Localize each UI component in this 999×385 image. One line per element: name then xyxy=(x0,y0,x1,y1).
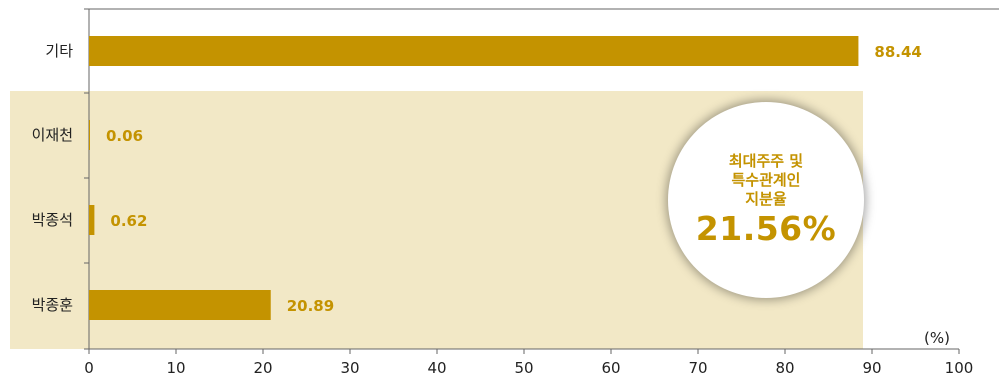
x-tick-label: 100 xyxy=(945,359,974,377)
value-label: 0.06 xyxy=(106,127,143,145)
x-tick-labels: 0 10 20 30 40 50 60 70 80 90 100 xyxy=(84,359,973,377)
callout-line-2: 특수관계인 xyxy=(731,170,801,189)
x-tick-label: 10 xyxy=(166,359,185,377)
x-tick-label: 30 xyxy=(340,359,359,377)
x-tick-label: 20 xyxy=(253,359,272,377)
category-label: 박종훈 xyxy=(32,296,73,314)
callout-line-3: 지분율 xyxy=(745,189,787,208)
callout-value: 21.56% xyxy=(695,208,837,248)
category-label: 이재천 xyxy=(32,126,73,144)
x-tick-label: 90 xyxy=(862,359,881,377)
y-axis-ticks xyxy=(84,8,89,350)
bar-4 xyxy=(89,290,271,320)
bars-group xyxy=(89,36,859,320)
bar-1 xyxy=(89,36,859,66)
bar-2 xyxy=(89,120,90,150)
x-tick-label: 0 xyxy=(84,359,94,377)
x-tick-label: 70 xyxy=(688,359,707,377)
x-tick-label: 50 xyxy=(514,359,533,377)
category-label: 박종석 xyxy=(32,211,73,229)
x-tick-label: 80 xyxy=(775,359,794,377)
unit-label: (%) xyxy=(924,329,950,347)
shareholding-callout: 최대주주 및 특수관계인 지분율 21.56% xyxy=(668,102,864,298)
x-axis-ticks xyxy=(88,349,960,354)
value-label: 20.89 xyxy=(287,297,334,315)
value-label: 88.44 xyxy=(874,43,921,61)
x-tick-label: 60 xyxy=(601,359,620,377)
value-label: 0.62 xyxy=(110,212,147,230)
x-tick-label: 40 xyxy=(427,359,446,377)
category-label: 기타 xyxy=(45,42,73,60)
value-labels: 88.44 0.06 0.62 20.89 xyxy=(106,43,922,315)
callout-line-1: 최대주주 및 xyxy=(728,151,804,170)
bar-3 xyxy=(89,205,95,235)
